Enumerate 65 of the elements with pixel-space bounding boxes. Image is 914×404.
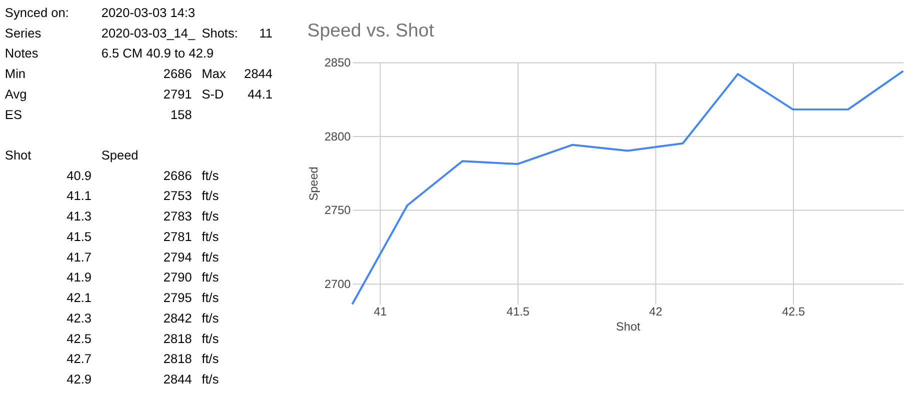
- text: Synced on:: [4, 4, 69, 20]
- text: ft/s: [202, 228, 219, 244]
- text: Avg: [4, 86, 27, 102]
- text: 42.3: [66, 310, 92, 326]
- x-axis-title: Shot: [616, 319, 642, 334]
- text: 42.7: [66, 351, 92, 366]
- text: 2781: [163, 228, 192, 244]
- chart-title: Speed vs. Shot: [307, 20, 435, 41]
- y-tick-label: 2850: [324, 56, 352, 70]
- x-tick-label: 42: [649, 304, 662, 319]
- text: 2794: [163, 249, 192, 264]
- y-tick-label: 2700: [324, 277, 352, 292]
- text: 42.1: [66, 290, 92, 306]
- text: 158: [170, 106, 192, 122]
- text: 2783: [163, 208, 192, 224]
- text: 2020-03-03 14:3: [101, 4, 196, 20]
- x-tick-label: 42.5: [782, 304, 806, 319]
- text: ft/s: [202, 310, 219, 326]
- text: 2753: [163, 188, 192, 204]
- text: 41.1: [66, 188, 92, 204]
- text: 2795: [163, 290, 192, 306]
- text: ft/s: [202, 270, 219, 285]
- text: Series: [4, 25, 42, 40]
- text: ft/s: [202, 351, 219, 366]
- text: ES: [4, 106, 22, 122]
- text: Min: [4, 66, 26, 82]
- y-tick-label: 2750: [324, 203, 352, 218]
- text: 2686: [163, 66, 192, 82]
- text: 2818: [163, 330, 192, 346]
- text: ft/s: [202, 290, 219, 306]
- text: 2686: [163, 168, 192, 183]
- text: ft/s: [202, 188, 219, 204]
- text: 41.5: [66, 228, 92, 244]
- y-axis-title: Speed: [306, 166, 321, 201]
- text: 2844: [163, 372, 192, 387]
- text: 40.9: [66, 168, 92, 183]
- text: 44.1: [248, 86, 273, 102]
- text: 2020-03-03_14_: [101, 25, 196, 40]
- x-tick-label: 41: [374, 304, 387, 319]
- text: 42.5: [66, 330, 92, 346]
- text: ft/s: [202, 372, 219, 387]
- text: ft/s: [202, 168, 219, 183]
- text: S-D: [202, 86, 224, 102]
- text: Max: [202, 66, 226, 82]
- text: 11: [259, 25, 273, 40]
- text: 2842: [163, 310, 192, 326]
- text: ft/s: [202, 249, 219, 264]
- text: Speed: [101, 148, 138, 163]
- text: 6.5 CM 40.9 to 42.9: [101, 46, 214, 61]
- text: ft/s: [202, 330, 219, 346]
- text: 41.7: [66, 249, 92, 264]
- text: 42.9: [66, 372, 92, 387]
- y-tick-label: 2800: [324, 129, 352, 144]
- text: Shots:: [202, 25, 238, 40]
- x-tick-label: 41.5: [506, 304, 530, 319]
- text: 41.3: [66, 208, 92, 224]
- line-series: [351, 70, 904, 306]
- text: Shot: [4, 148, 32, 163]
- text: 2844: [244, 66, 273, 82]
- text: 2791: [163, 86, 192, 102]
- text: 2818: [163, 351, 192, 366]
- text: 2790: [163, 270, 192, 285]
- text: Notes: [4, 46, 38, 61]
- text: ft/s: [202, 208, 219, 224]
- text: 41.9: [66, 270, 92, 285]
